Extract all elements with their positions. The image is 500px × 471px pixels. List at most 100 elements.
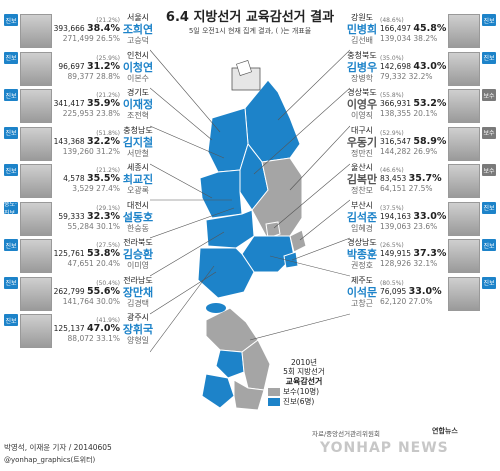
runner-votes: 138,355 bbox=[380, 109, 412, 118]
winner-pct: 58.9% bbox=[413, 135, 447, 147]
left-column: 진보 (21.2%) 393,666 38.4% 271,499 26.5% 서… bbox=[4, 12, 164, 350]
runner-votes: 47,651 bbox=[67, 259, 94, 268]
winner-name: 김지철 bbox=[122, 135, 154, 149]
winner-name: 박종훈 bbox=[346, 248, 378, 261]
winner-photo bbox=[20, 51, 52, 86]
runner-votes: 88,072 bbox=[67, 334, 94, 343]
winner-name: 김승환 bbox=[122, 248, 154, 261]
runner-votes: 225,953 bbox=[62, 109, 94, 118]
vote-numbers: (52.9%) 316,547 58.9% 144,282 26.9% bbox=[380, 130, 450, 157]
runner-name: 이본수 bbox=[126, 73, 150, 83]
source: 자료/중앙선거관리위원회 bbox=[312, 430, 380, 438]
legend-swatch-jinbo bbox=[268, 398, 280, 406]
candidate-card: 진보 (35.0%) 142,698 43.0% 79,332 32.2% 충청… bbox=[336, 50, 496, 86]
stance-badge: 진보 bbox=[4, 239, 18, 251]
runner-row: 139,034 38.2% bbox=[380, 34, 450, 44]
vote-numbers: (37.5%) 194,163 33.0% 139,063 23.6% bbox=[380, 205, 450, 232]
region-name: 울산시 bbox=[350, 163, 374, 172]
count-rate: (26.5%) bbox=[380, 242, 404, 249]
candidate-card: 진보 (26.5%) 149,915 37.3% 128,926 32.1% 경… bbox=[336, 237, 496, 273]
vote-numbers: (26.5%) 149,915 37.3% 128,926 32.1% bbox=[380, 242, 450, 269]
count-rate: (80.5%) bbox=[380, 279, 404, 287]
stance-badge: 보수 bbox=[482, 164, 496, 176]
winner-name: 김복만 bbox=[346, 173, 378, 186]
winner-photo bbox=[448, 126, 480, 161]
winner-votes: 143,368 bbox=[53, 136, 85, 146]
winner-row: 125,137 47.0% bbox=[50, 324, 120, 334]
winner-pct: 43.0% bbox=[413, 60, 447, 72]
vote-numbers: (55.8%) 366,931 53.2% 138,355 20.1% bbox=[380, 92, 450, 119]
candidate-card: 진보 (51.8%) 143,368 32.2% 139,260 31.2% 충… bbox=[4, 125, 164, 161]
winner-votes: 76,095 bbox=[380, 286, 407, 296]
stance-badge: 진보 bbox=[482, 14, 496, 26]
winner-photo bbox=[448, 164, 480, 198]
stance-badge: 진보 bbox=[4, 126, 18, 139]
vote-numbers: (48.6%) 166,497 45.8% 139,034 38.2% bbox=[380, 17, 450, 44]
winner-name: 장만채 bbox=[122, 285, 154, 299]
winner-name: 이재정 bbox=[122, 98, 154, 111]
stance-badge: 진보 bbox=[482, 239, 496, 251]
stance-badge: 진보 bbox=[4, 51, 18, 64]
winner-row: 366,931 53.2% bbox=[380, 99, 450, 109]
winner-votes: 83,453 bbox=[380, 174, 407, 183]
runner-pct: 28.8% bbox=[96, 71, 120, 81]
runner-row: 144,282 26.9% bbox=[380, 147, 450, 157]
vote-numbers: (35.0%) 142,698 43.0% 79,332 32.2% bbox=[380, 55, 450, 82]
runner-pct: 23.8% bbox=[96, 109, 120, 118]
runner-name: 임혜경 bbox=[350, 223, 374, 233]
winner-name: 최교진 bbox=[122, 173, 154, 186]
runner-pct: 20.1% bbox=[413, 109, 438, 118]
winner-pct: 32.3% bbox=[87, 210, 120, 222]
runner-pct: 27.4% bbox=[96, 184, 120, 193]
candidate-card: 진보 (48.6%) 166,497 45.8% 139,034 38.2% 강… bbox=[336, 12, 496, 48]
runner-pct: 31.2% bbox=[96, 146, 120, 156]
winner-name: 이청연 bbox=[122, 60, 154, 74]
candidate-card: 진보 (21.2%) 341,417 35.9% 225,953 23.8% 경… bbox=[4, 87, 164, 123]
runner-row: 141,764 30.0% bbox=[50, 297, 120, 307]
winner-photo bbox=[448, 89, 480, 123]
region-name: 경상남도 bbox=[347, 238, 377, 247]
candidate-card: 진보 (37.5%) 194,163 33.0% 139,063 23.6% 부… bbox=[336, 200, 496, 236]
name-block: 경상남도 박종훈 권정호 bbox=[338, 238, 386, 271]
runner-name: 정찬모 bbox=[350, 186, 374, 195]
vote-numbers: (25.9%) 96,697 31.2% 89,377 28.8% bbox=[50, 55, 120, 82]
runner-row: 139,260 31.2% bbox=[50, 147, 120, 157]
runner-name: 고승덕 bbox=[126, 36, 150, 45]
winner-name: 장휘국 bbox=[122, 323, 154, 336]
runner-votes: 139,260 bbox=[62, 146, 94, 156]
region-name: 전라북도 bbox=[123, 238, 153, 247]
candidate-card: 진보 (41.9%) 125,137 47.0% 88,072 33.1% 광주… bbox=[4, 312, 164, 348]
name-block: 부산시 김석준 임혜경 bbox=[338, 201, 386, 234]
winner-row: 341,417 35.9% bbox=[50, 99, 120, 109]
candidate-card: 진보 (25.9%) 96,697 31.2% 89,377 28.8% 인천시… bbox=[4, 50, 164, 86]
winner-votes: 341,417 bbox=[53, 99, 85, 108]
inset-map-2010 bbox=[201, 307, 271, 411]
runner-name: 한숭동 bbox=[126, 223, 150, 233]
runner-name: 김선배 bbox=[350, 36, 374, 45]
region-jeju bbox=[206, 303, 226, 313]
winner-name: 민병희 bbox=[346, 23, 378, 36]
legend-label-jinbo: 진보(6명) bbox=[283, 397, 315, 406]
name-block: 인천시 이청연 이본수 bbox=[114, 51, 162, 84]
runner-votes: 62,120 bbox=[380, 296, 407, 306]
leader-lines bbox=[150, 49, 350, 353]
region-busan bbox=[283, 251, 299, 269]
winner-photo bbox=[20, 126, 52, 161]
region-name: 대구시 bbox=[350, 125, 374, 135]
runner-row: 64,151 27.5% bbox=[380, 184, 450, 194]
winner-pct: 33.0% bbox=[413, 210, 447, 222]
inset-southeast bbox=[233, 379, 265, 411]
runner-pct: 30.1% bbox=[96, 221, 120, 231]
runner-pct: 27.0% bbox=[408, 296, 433, 306]
runner-row: 79,332 32.2% bbox=[380, 72, 450, 82]
runner-name: 정만진 bbox=[350, 148, 374, 158]
name-block: 경상북도 이영우 이영직 bbox=[338, 88, 386, 121]
region-gangwon bbox=[244, 79, 301, 163]
runner-pct: 27.5% bbox=[408, 184, 433, 193]
stance-badge: 진보 bbox=[482, 276, 496, 289]
runner-pct: 26.9% bbox=[413, 146, 438, 156]
stance-badge: 진보 bbox=[4, 14, 18, 26]
runner-votes: 64,151 bbox=[380, 184, 407, 193]
runner-name: 서만철 bbox=[126, 148, 150, 158]
count-rate: (51.8%) bbox=[96, 129, 120, 137]
